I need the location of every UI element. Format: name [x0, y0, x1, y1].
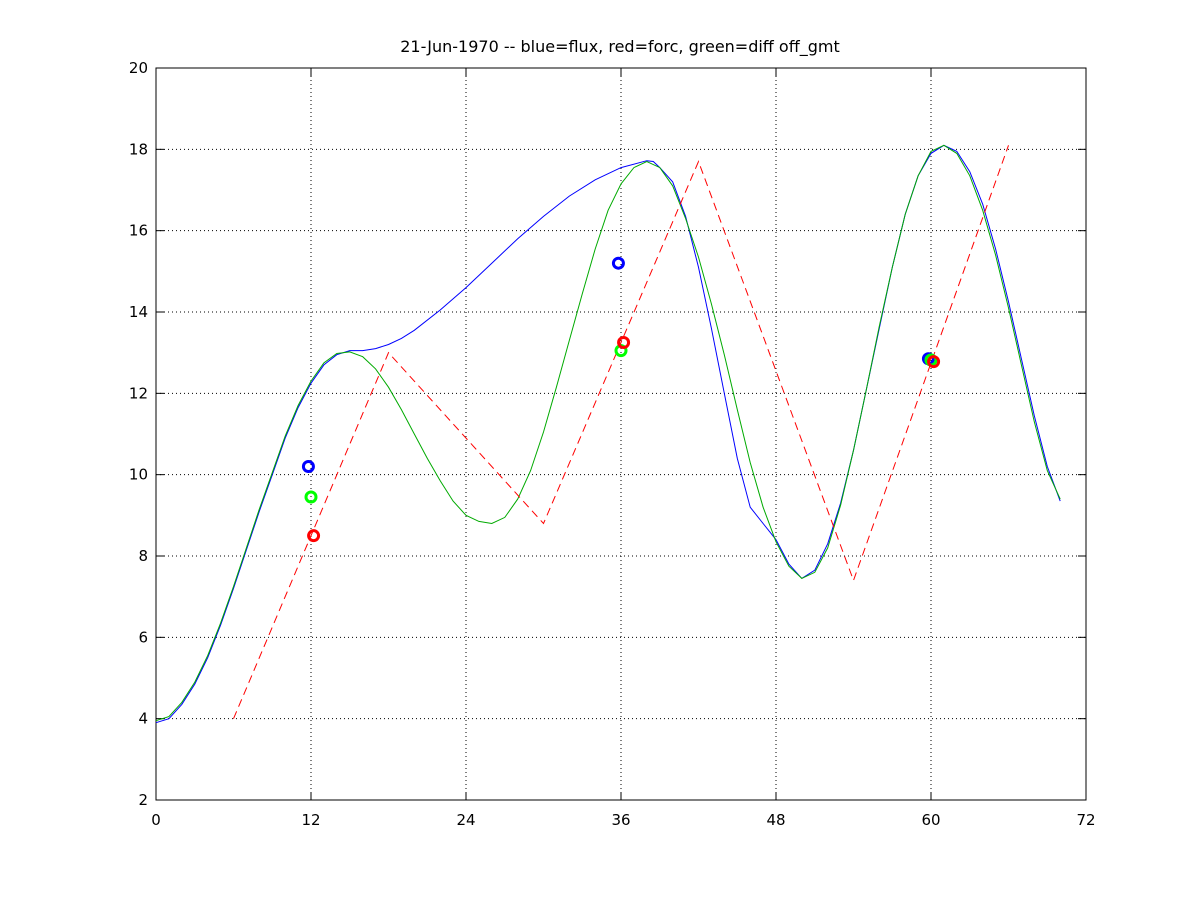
y-tick-label: 10	[129, 466, 148, 484]
data-marker-8	[927, 355, 941, 369]
series-line-2	[233, 145, 1009, 719]
x-tick-label: 12	[301, 811, 320, 829]
data-marker-0	[301, 460, 315, 474]
x-tick-label: 36	[611, 811, 630, 829]
x-tick-label: 0	[151, 811, 161, 829]
y-tick-label: 14	[129, 303, 148, 321]
y-tick-label: 16	[129, 222, 148, 240]
chart-title: 21-Jun-1970 -- blue=flux, red=forc, gree…	[400, 37, 840, 57]
y-tick-label: 6	[138, 628, 148, 646]
grid-layer	[156, 68, 1086, 800]
x-tick-label: 60	[921, 811, 940, 829]
x-tick-label: 72	[1076, 811, 1095, 829]
x-tick-label: 48	[766, 811, 785, 829]
y-tick-label: 18	[129, 140, 148, 158]
y-tick-label: 4	[138, 710, 148, 728]
series-layer	[155, 144, 1061, 724]
series-line-0	[155, 144, 1061, 724]
x-tick-label: 24	[456, 811, 475, 829]
data-marker-5	[617, 336, 631, 349]
data-marker-1	[304, 490, 318, 504]
plot-area-frame	[155, 67, 1087, 801]
data-marker-2	[307, 529, 321, 543]
marker-layer	[301, 256, 941, 543]
y-tick-label: 8	[138, 547, 148, 565]
y-tick-label: 20	[129, 59, 148, 77]
data-marker-3	[611, 256, 625, 270]
y-tick-label: 2	[138, 791, 148, 809]
y-tick-label: 12	[129, 384, 148, 402]
series-line-1	[155, 144, 1061, 722]
